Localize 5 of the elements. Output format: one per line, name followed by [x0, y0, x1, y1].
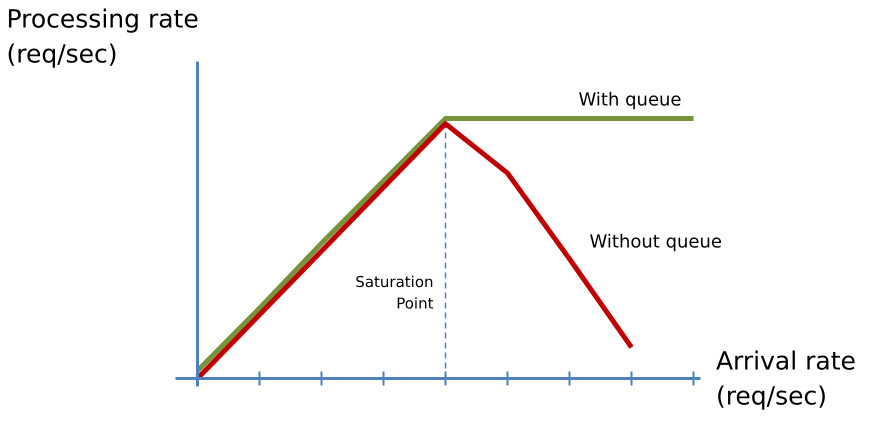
text: Saturation Point	[355, 272, 434, 312]
series-label: With queue	[578, 90, 682, 110]
x-axis-title: Arrival rate (req/sec)	[716, 346, 856, 410]
series-label: Without queue	[590, 231, 722, 252]
y-axis-title: Processing rate (req/sec)	[6, 4, 199, 68]
